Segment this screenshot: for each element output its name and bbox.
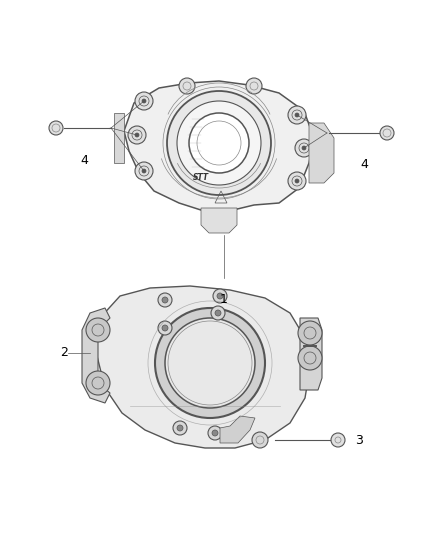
Text: 4: 4 <box>80 154 88 166</box>
Circle shape <box>246 78 262 94</box>
Circle shape <box>212 430 218 436</box>
Polygon shape <box>114 113 124 163</box>
Circle shape <box>215 310 221 316</box>
Circle shape <box>288 172 306 190</box>
Circle shape <box>86 371 110 395</box>
Circle shape <box>211 306 225 320</box>
Circle shape <box>288 106 306 124</box>
Text: 3: 3 <box>355 433 363 447</box>
Circle shape <box>142 169 146 173</box>
Circle shape <box>167 91 271 195</box>
Circle shape <box>135 162 153 180</box>
Circle shape <box>213 289 227 303</box>
Circle shape <box>162 297 168 303</box>
Polygon shape <box>300 318 322 390</box>
Circle shape <box>135 92 153 110</box>
Circle shape <box>86 318 110 342</box>
Circle shape <box>135 133 139 137</box>
Circle shape <box>173 421 187 435</box>
Polygon shape <box>220 416 255 443</box>
Circle shape <box>298 321 322 345</box>
Text: 4: 4 <box>360 158 368 172</box>
Circle shape <box>158 321 172 335</box>
Circle shape <box>177 425 183 431</box>
Circle shape <box>302 146 306 150</box>
Polygon shape <box>124 81 314 211</box>
Circle shape <box>49 121 63 135</box>
Circle shape <box>252 432 268 448</box>
Text: 2: 2 <box>60 346 68 359</box>
Circle shape <box>208 426 222 440</box>
Circle shape <box>380 126 394 140</box>
Polygon shape <box>309 123 334 183</box>
Circle shape <box>179 78 195 94</box>
Circle shape <box>128 126 146 144</box>
Circle shape <box>295 139 313 157</box>
Circle shape <box>331 433 345 447</box>
Circle shape <box>189 113 249 173</box>
Circle shape <box>158 293 172 307</box>
Circle shape <box>298 346 322 370</box>
Text: STT: STT <box>193 174 209 182</box>
Circle shape <box>162 325 168 331</box>
Circle shape <box>155 308 265 418</box>
Circle shape <box>217 293 223 299</box>
Circle shape <box>177 101 261 185</box>
Circle shape <box>165 318 255 408</box>
Text: 1: 1 <box>220 293 228 306</box>
Circle shape <box>295 179 299 183</box>
Polygon shape <box>201 208 237 233</box>
Circle shape <box>295 113 299 117</box>
Polygon shape <box>82 308 110 403</box>
Polygon shape <box>95 286 310 448</box>
Circle shape <box>142 99 146 103</box>
